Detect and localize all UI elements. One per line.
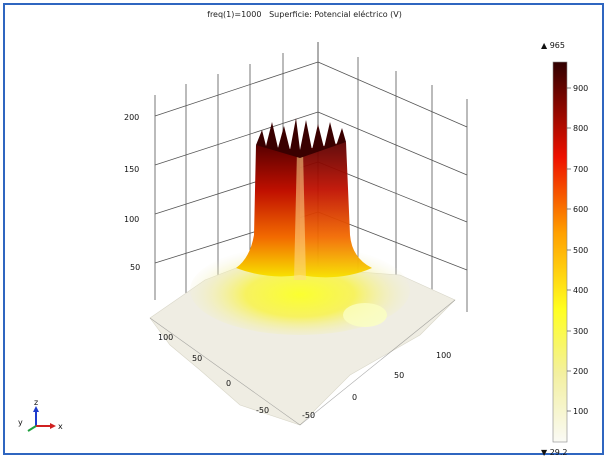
triad-x-label: x [58, 422, 63, 431]
y-tick-minus50: -50 [256, 406, 269, 415]
triad-z-label: z [34, 398, 38, 407]
z-tick-200: 200 [124, 113, 139, 122]
surface-peak [236, 118, 372, 280]
plot-title: freq(1)=1000 Superficie: Potencial eléct… [0, 10, 609, 19]
surface-spot [343, 303, 387, 327]
x-tick-100: 100 [436, 351, 451, 360]
colorbar-max-label: ▲ 965 [541, 41, 565, 50]
z-tick-150: 150 [124, 165, 139, 174]
triad-y-label: y [18, 418, 23, 427]
y-tick-100: 100 [158, 333, 173, 342]
x-tick-minus50: -50 [302, 411, 315, 420]
colorbar-tick-300: 300 [573, 327, 588, 336]
y-tick-50: 50 [192, 354, 202, 363]
colorbar-tick-200: 200 [573, 367, 588, 376]
colorbar-tick-400: 400 [573, 286, 588, 295]
colorbar-tick-600: 600 [573, 205, 588, 214]
colorbar-tick-100: 100 [573, 407, 588, 416]
floor-grid [149, 299, 456, 426]
x-tick-50: 50 [394, 371, 404, 380]
plot-title-surface: Superficie: Potencial eléctrico (V) [269, 10, 402, 19]
z-tick-50: 50 [130, 263, 140, 272]
colorbar: ▲ 965 ▼ 29.2 900 800 700 600 500 400 300… [541, 41, 588, 457]
z-tick-100: 100 [124, 215, 139, 224]
colorbar-tick-500: 500 [573, 246, 588, 255]
colorbar-tick-900: 900 [573, 84, 588, 93]
axis-triad: z x y [18, 398, 63, 432]
y-tick-0: 0 [226, 379, 231, 388]
colorbar-tick-700: 700 [573, 165, 588, 174]
colorbar-min-label: ▼ 29.2 [541, 448, 568, 457]
plot-title-freq: freq(1)=1000 [207, 10, 262, 19]
colorbar-tick-800: 800 [573, 124, 588, 133]
x-tick-0: 0 [352, 393, 357, 402]
